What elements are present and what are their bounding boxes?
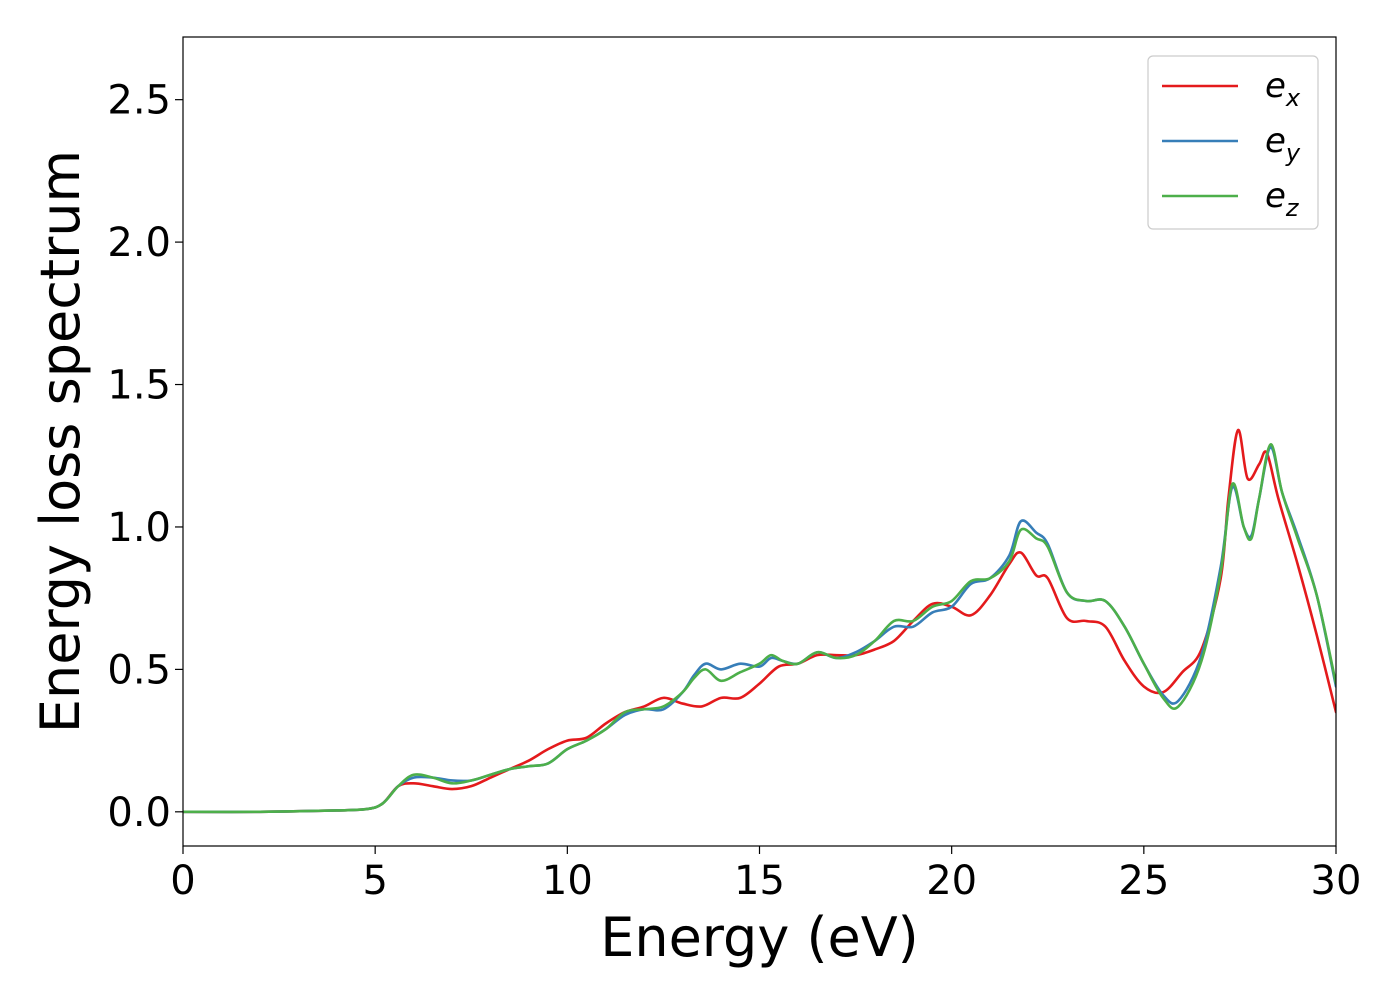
y-axis-title: Energy loss spectrum — [29, 150, 92, 733]
x-tick-label: 25 — [1118, 858, 1169, 904]
x-tick-label: 0 — [170, 858, 195, 904]
y-tick-label: 2.5 — [107, 78, 171, 124]
legend: ex ey ez — [1147, 55, 1319, 230]
x-tick-label: 20 — [926, 858, 977, 904]
y-tick-label: 0.5 — [107, 647, 171, 693]
x-tick-label: 5 — [362, 858, 387, 904]
y-tick-label: 1.5 — [107, 363, 171, 409]
x-axis-ticks: 0 5 10 15 20 25 30 — [170, 846, 1361, 904]
x-tick-label: 10 — [542, 858, 593, 904]
y-axis-ticks: 0.0 0.5 1.0 1.5 2.0 2.5 — [107, 78, 183, 836]
x-tick-label: 15 — [734, 858, 785, 904]
series-line-z — [183, 443, 1336, 814]
plot-background — [183, 37, 1336, 846]
x-tick-label: 30 — [1311, 858, 1362, 904]
y-tick-label: 1.0 — [107, 505, 171, 551]
legend-label-y: ey — [1265, 121, 1301, 167]
legend-frame — [1147, 55, 1319, 230]
legend-label-x: ex — [1265, 66, 1301, 112]
y-tick-label: 0.0 — [107, 790, 171, 836]
legend-label-z: ez — [1265, 176, 1300, 222]
y-tick-label: 2.0 — [107, 220, 171, 266]
series-layer — [183, 428, 1336, 814]
x-axis-title: Energy (eV) — [600, 906, 919, 969]
